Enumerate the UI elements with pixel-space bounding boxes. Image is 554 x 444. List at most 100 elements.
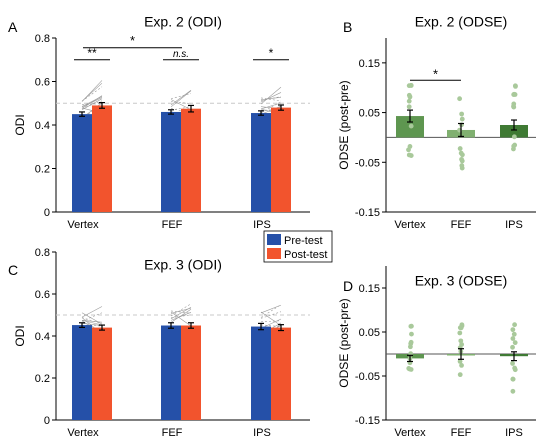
x-tick-label: Vertex xyxy=(394,219,426,231)
y-tick-label: 0.15 xyxy=(359,283,380,295)
x-tick-label: FEF xyxy=(451,427,472,439)
significance-marker: * xyxy=(433,66,438,81)
x-tick-label: Vertex xyxy=(67,219,99,231)
subject-line xyxy=(81,100,103,109)
subject-dot xyxy=(457,96,463,102)
legend-label: Pre-test xyxy=(284,235,323,247)
subject-line xyxy=(81,306,103,318)
subject-line xyxy=(170,90,192,108)
y-tick-label: -0.05 xyxy=(355,371,380,383)
subject-dot xyxy=(511,91,517,97)
subject-dot xyxy=(511,146,516,152)
significance-marker: * xyxy=(130,33,135,48)
subject-line xyxy=(260,311,282,326)
subject-dot xyxy=(457,146,463,151)
subject-dot xyxy=(459,323,465,329)
subject-line xyxy=(260,96,282,101)
y-tick-label: 0.2 xyxy=(35,164,50,176)
subject-line xyxy=(81,324,103,327)
y-axis-label: ODSE (post-pre) xyxy=(337,80,351,169)
subject-line xyxy=(260,320,282,323)
y-axis-label: ODI xyxy=(13,325,27,346)
subject-dot xyxy=(510,376,516,382)
subject-dot xyxy=(511,331,517,337)
subject-dot xyxy=(409,331,414,337)
y-tick-label: -0.15 xyxy=(355,207,380,219)
y-tick-label: -0.05 xyxy=(355,157,380,169)
x-tick-label: IPS xyxy=(253,219,271,231)
bar-post-test xyxy=(271,107,291,212)
subject-line xyxy=(81,98,103,111)
y-axis-label: ODSE (post-pre) xyxy=(337,298,351,387)
panel-letter: B xyxy=(343,19,352,35)
panel-title: Exp. 3 (ODSE) xyxy=(415,272,508,288)
panel-b: B Exp. 2 (ODSE) -0.15 -0.05 0.05 0.15 ODSE (po… xyxy=(337,13,536,231)
subject-line xyxy=(260,86,282,105)
subject-line xyxy=(81,103,103,105)
subject-line xyxy=(170,99,192,111)
legend-swatch xyxy=(267,248,281,259)
bar-pre-test xyxy=(72,325,92,420)
subject-line xyxy=(260,311,282,319)
panel-a: A Exp. 2 (ODI) 0 0.2 0.4 0.6 0.8 ODI Vertex FEF IP… xyxy=(8,13,310,231)
x-tick-label: Vertex xyxy=(67,427,99,439)
bar-pre-test xyxy=(161,325,181,420)
subject-dot xyxy=(406,104,412,110)
panel-letter: D xyxy=(343,278,353,294)
subject-dot xyxy=(510,344,515,350)
y-tick-label: 0.6 xyxy=(35,289,50,301)
bar-pre-test xyxy=(251,326,271,420)
panel-d: D Exp. 3 (ODSE) -0.15 -0.05 0.05 0.15 ODSE (po… xyxy=(337,266,536,439)
subject-dot xyxy=(407,144,413,149)
subject-line xyxy=(170,309,192,323)
x-tick-label: FEF xyxy=(162,219,183,231)
significance-marker: ** xyxy=(87,46,97,60)
subject-line xyxy=(81,95,103,109)
subject-dot xyxy=(459,156,464,162)
y-tick-label: 0.8 xyxy=(35,247,50,259)
x-tick-label: Vertex xyxy=(394,427,426,439)
significance-marker: n.s. xyxy=(173,49,189,60)
subject-line xyxy=(260,97,282,100)
subject-dot xyxy=(459,111,465,117)
significance-marker: * xyxy=(269,46,274,60)
y-tick-label: 0.4 xyxy=(35,331,50,343)
subject-dot xyxy=(510,336,516,341)
subject-dot xyxy=(511,134,517,140)
subject-dot xyxy=(459,163,465,168)
subject-dot xyxy=(457,345,463,351)
subject-line xyxy=(170,93,192,99)
subject-line xyxy=(170,311,192,327)
subject-dot xyxy=(459,363,464,368)
panel-title: Exp. 2 (ODSE) xyxy=(415,13,508,29)
subject-line xyxy=(170,312,192,321)
y-tick-label: 0.15 xyxy=(359,58,380,70)
x-tick-label: FEF xyxy=(162,427,183,439)
subject-line xyxy=(81,80,103,102)
subject-line xyxy=(170,314,192,319)
panel-title: Exp. 3 (ODI) xyxy=(144,256,222,272)
subject-line xyxy=(260,97,282,102)
subject-dot xyxy=(457,372,463,378)
legend-swatch xyxy=(267,234,281,245)
subject-line xyxy=(260,102,282,110)
subject-line xyxy=(170,89,192,106)
panel-title: Exp. 2 (ODI) xyxy=(144,13,222,29)
y-tick-label: 0.4 xyxy=(35,120,50,132)
bar-post-test xyxy=(271,327,291,420)
panel-letter: A xyxy=(8,19,18,35)
subject-line xyxy=(170,101,192,104)
y-tick-label: 0 xyxy=(44,415,50,427)
subject-line xyxy=(81,312,103,325)
bar xyxy=(500,125,528,138)
legend-box xyxy=(263,230,333,263)
subject-dot xyxy=(406,83,412,89)
subject-line xyxy=(260,92,282,103)
y-tick-label: 0.05 xyxy=(359,108,380,120)
subject-dot xyxy=(408,341,414,347)
subject-dot xyxy=(510,361,515,366)
bar-post-test xyxy=(92,105,112,212)
subject-dot xyxy=(513,83,518,89)
bar-pre-test xyxy=(72,114,92,212)
